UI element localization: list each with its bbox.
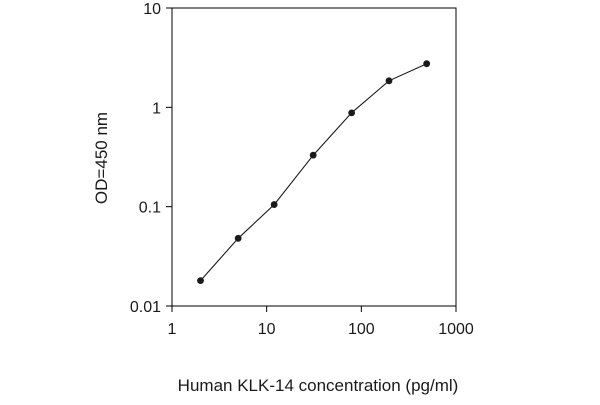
plot-frame bbox=[171, 7, 457, 307]
data-point bbox=[270, 201, 278, 208]
series-points bbox=[197, 60, 431, 285]
x-axis-ticks: 1 10 100 1000 bbox=[168, 306, 474, 338]
x-tick-label: 10 bbox=[258, 321, 276, 338]
x-tick-label: 100 bbox=[348, 321, 375, 338]
x-axis-label: Human KLK-14 concentration (pg/ml) bbox=[178, 376, 459, 395]
y-tick-label: 10 bbox=[143, 1, 161, 18]
x-tick-label: 1000 bbox=[438, 321, 474, 338]
data-point bbox=[197, 277, 204, 285]
data-point bbox=[309, 151, 317, 159]
series-line bbox=[200, 63, 427, 281]
y-tick-label: 1 bbox=[152, 100, 161, 117]
data-point bbox=[385, 77, 393, 85]
data-point bbox=[423, 60, 431, 68]
y-tick-label: 0.1 bbox=[139, 200, 161, 217]
data-point bbox=[234, 234, 242, 242]
y-tick-label: 0.01 bbox=[130, 299, 161, 316]
data-point bbox=[348, 109, 356, 117]
x-tick-label: 1 bbox=[168, 321, 177, 338]
y-axis-label: OD=450 nm bbox=[92, 112, 111, 204]
y-axis-ticks: 0.01 0.1 1 10 bbox=[130, 1, 172, 316]
